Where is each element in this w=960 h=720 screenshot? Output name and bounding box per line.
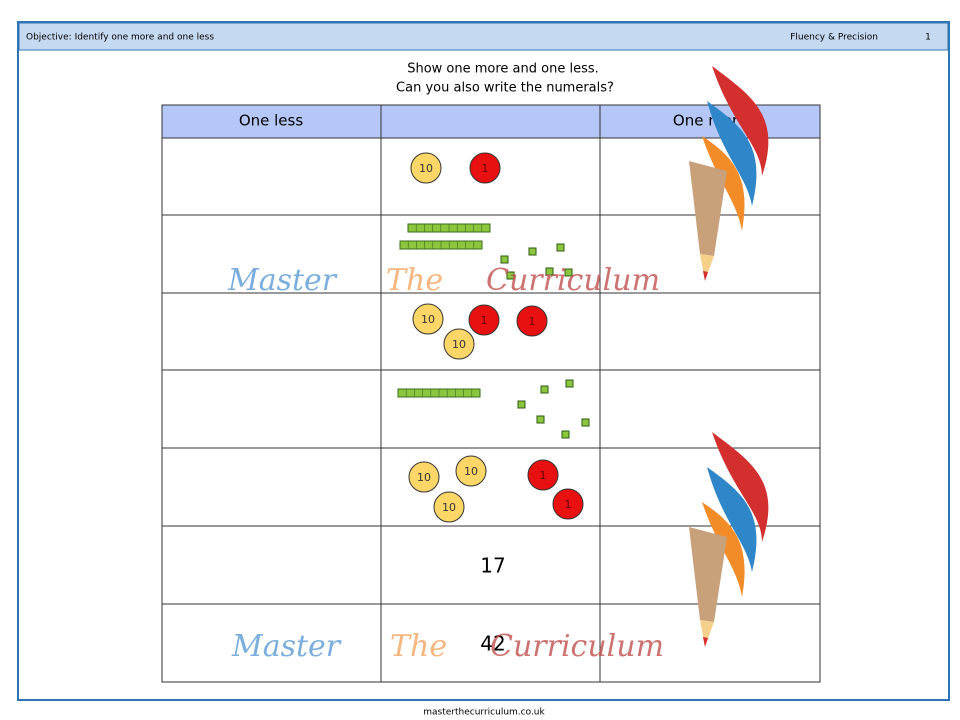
pencil-body <box>689 161 727 256</box>
flame <box>707 467 757 572</box>
counter-label: 10 <box>442 501 456 514</box>
logos <box>689 66 769 647</box>
frame <box>17 21 950 701</box>
base-ten-blocks <box>397 223 590 439</box>
logo <box>689 432 769 647</box>
pencil-tip <box>700 254 714 281</box>
unit-cube <box>565 379 574 388</box>
counter <box>412 303 444 335</box>
flame <box>712 66 769 176</box>
counter-label: 1 <box>481 314 488 327</box>
counter <box>433 491 465 523</box>
column-header: One less <box>239 112 304 130</box>
flame <box>707 101 757 206</box>
counter-label: 1 <box>540 469 547 482</box>
counter <box>552 488 584 520</box>
section: Fluency & Precision <box>790 33 878 43</box>
counter <box>410 152 442 184</box>
counter-label: 1 <box>565 498 572 511</box>
unit-cube <box>500 255 509 264</box>
flame <box>712 432 769 542</box>
footer: masterthecurriculum.co.uk <box>423 708 545 718</box>
numeral: 17 <box>480 554 505 578</box>
header-band <box>18 22 949 51</box>
numeral: 42 <box>480 632 505 656</box>
cell-content: 10 1 10 10 1 1 10 10 10 1 1 17 42 <box>408 152 584 656</box>
counter <box>408 461 440 493</box>
unit-cube <box>540 385 549 394</box>
counter-label: 1 <box>482 162 489 175</box>
watermark-word: Master <box>227 263 338 298</box>
objective: Objective: Identify one more and one les… <box>26 33 214 43</box>
counter-label: 10 <box>452 338 466 351</box>
counter-label: 10 <box>421 313 435 326</box>
table: One less One more <box>161 104 821 683</box>
watermark-word: Master <box>231 629 342 664</box>
watermark-word: Curriculum <box>490 629 664 664</box>
unit-cube <box>556 243 565 252</box>
unit-cube <box>561 430 570 439</box>
counter <box>468 304 500 336</box>
pencil-body <box>689 527 727 622</box>
page-number: 1 <box>925 33 931 43</box>
counter-label: 10 <box>419 162 433 175</box>
unit-cube <box>517 400 526 409</box>
unit-cube <box>564 268 573 277</box>
unit-cube <box>528 247 537 256</box>
logo <box>689 66 769 281</box>
counter <box>455 455 487 487</box>
unit-cube <box>506 271 515 280</box>
counter-label: 1 <box>529 315 536 328</box>
counter <box>527 459 559 491</box>
counter <box>443 328 475 360</box>
watermark-word: The <box>386 263 443 298</box>
instruction: Can you also write the numerals? <box>396 81 614 96</box>
pencil-lead <box>703 271 708 281</box>
watermark-word: Curriculum <box>486 263 660 298</box>
watermark-word: The <box>390 629 447 664</box>
unit-cube <box>536 415 545 424</box>
table-border <box>161 104 821 683</box>
counter-label: 10 <box>464 465 478 478</box>
counter-label: 10 <box>417 471 431 484</box>
counter <box>469 152 501 184</box>
pencil-lead <box>703 637 708 647</box>
counter <box>516 305 548 337</box>
instruction: Show one more and one less. <box>407 62 599 77</box>
unit-cube <box>545 267 554 276</box>
watermark: Master The Curriculum Master The Curricu… <box>227 263 664 664</box>
pencil-tip <box>700 620 714 647</box>
unit-cube <box>581 418 590 427</box>
